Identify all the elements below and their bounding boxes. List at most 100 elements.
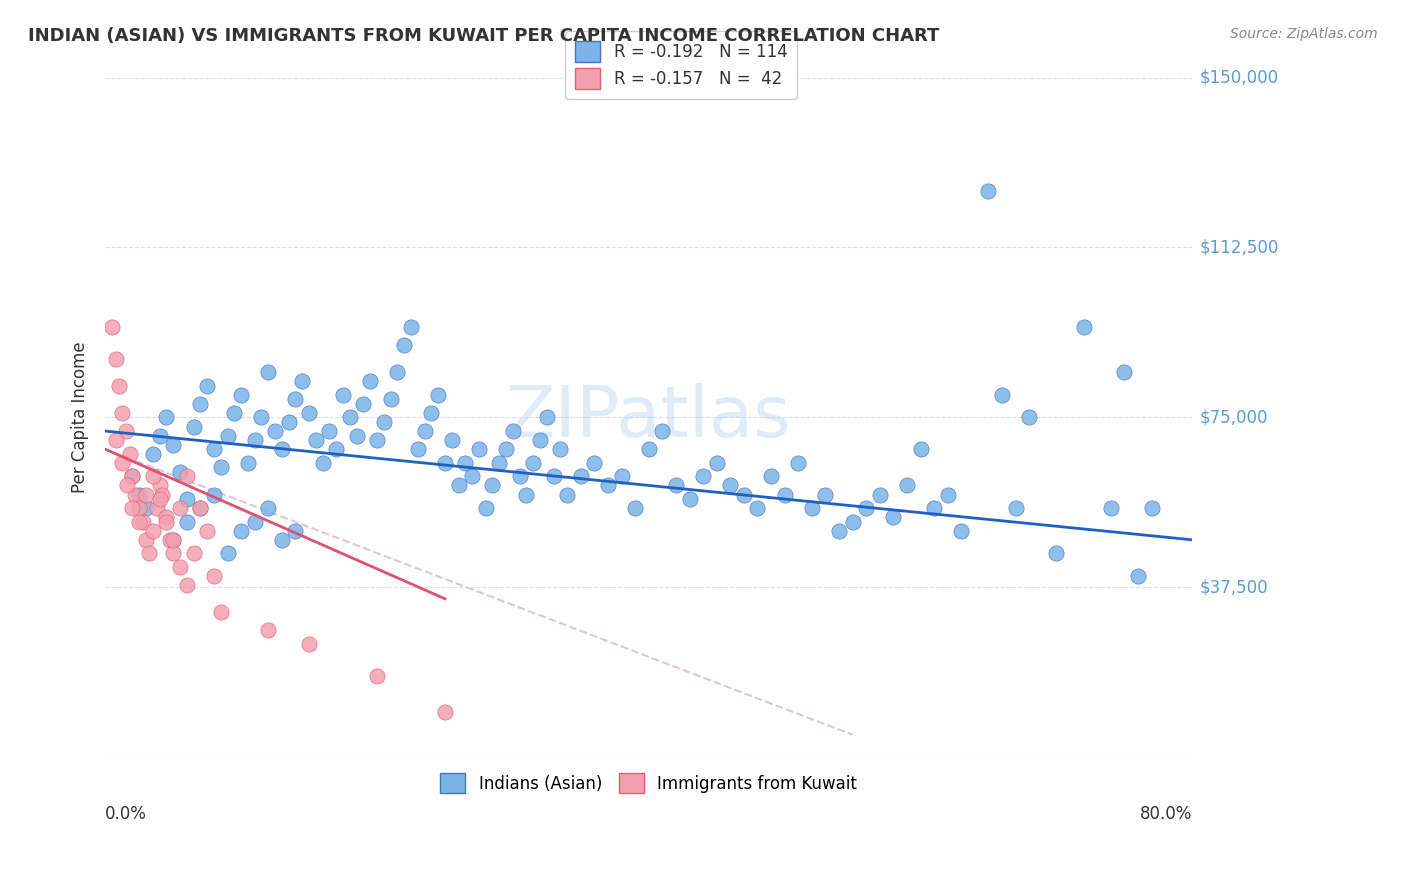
Point xyxy=(529,433,551,447)
Point xyxy=(110,406,132,420)
Point xyxy=(105,433,128,447)
Point xyxy=(420,406,443,420)
Point xyxy=(229,388,252,402)
Point xyxy=(209,460,232,475)
Point xyxy=(224,406,246,420)
Point xyxy=(706,456,728,470)
Point xyxy=(264,424,287,438)
Point xyxy=(236,456,259,470)
Point xyxy=(1004,501,1026,516)
Point xyxy=(468,442,491,457)
Point xyxy=(910,442,932,457)
Point xyxy=(359,374,381,388)
Point xyxy=(515,487,537,501)
Point xyxy=(373,415,395,429)
Point xyxy=(366,669,388,683)
Point xyxy=(509,469,531,483)
Point xyxy=(413,424,436,438)
Point xyxy=(169,501,191,516)
Point xyxy=(195,524,218,538)
Point xyxy=(474,501,496,516)
Point xyxy=(142,447,165,461)
Point xyxy=(1018,410,1040,425)
Point xyxy=(291,374,314,388)
Point xyxy=(162,546,184,560)
Point xyxy=(936,487,959,501)
Point xyxy=(128,515,150,529)
Text: $112,500: $112,500 xyxy=(1199,238,1278,257)
Point xyxy=(787,456,810,470)
Point xyxy=(692,469,714,483)
Point xyxy=(583,456,606,470)
Point xyxy=(176,469,198,483)
Point xyxy=(569,469,592,483)
Text: 80.0%: 80.0% xyxy=(1140,805,1192,823)
Point xyxy=(105,351,128,366)
Point xyxy=(624,501,647,516)
Point xyxy=(148,491,170,506)
Point xyxy=(209,606,232,620)
Point xyxy=(828,524,851,538)
Point xyxy=(800,501,823,516)
Point xyxy=(243,433,266,447)
Point xyxy=(121,501,143,516)
Point xyxy=(159,533,181,547)
Point xyxy=(550,442,572,457)
Point xyxy=(155,510,177,524)
Point xyxy=(243,515,266,529)
Point xyxy=(1126,569,1149,583)
Point xyxy=(142,469,165,483)
Point xyxy=(121,469,143,483)
Point xyxy=(257,365,280,379)
Point xyxy=(447,478,470,492)
Point xyxy=(183,546,205,560)
Point xyxy=(148,428,170,442)
Point xyxy=(250,410,273,425)
Point xyxy=(305,433,328,447)
Point xyxy=(284,524,307,538)
Point xyxy=(1045,546,1067,560)
Point xyxy=(142,524,165,538)
Point xyxy=(188,501,211,516)
Point xyxy=(733,487,755,501)
Point xyxy=(339,410,361,425)
Point xyxy=(229,524,252,538)
Point xyxy=(162,533,184,547)
Point xyxy=(392,338,415,352)
Point xyxy=(814,487,837,501)
Point xyxy=(440,433,463,447)
Legend: Indians (Asian), Immigrants from Kuwait: Indians (Asian), Immigrants from Kuwait xyxy=(430,764,868,804)
Point xyxy=(195,378,218,392)
Text: $75,000: $75,000 xyxy=(1199,409,1268,426)
Point xyxy=(138,546,160,560)
Point xyxy=(318,424,340,438)
Point xyxy=(298,406,321,420)
Point xyxy=(596,478,619,492)
Point xyxy=(488,456,510,470)
Point xyxy=(991,388,1014,402)
Point xyxy=(678,491,700,506)
Point xyxy=(502,424,524,438)
Point xyxy=(841,515,863,529)
Point xyxy=(202,569,225,583)
Point xyxy=(855,501,877,516)
Point xyxy=(176,515,198,529)
Text: ZIPatlas: ZIPatlas xyxy=(506,383,792,452)
Point xyxy=(433,705,456,719)
Point xyxy=(284,392,307,407)
Point xyxy=(101,319,124,334)
Point xyxy=(481,478,503,492)
Point xyxy=(169,465,191,479)
Point xyxy=(132,515,155,529)
Point xyxy=(1073,319,1095,334)
Point xyxy=(107,378,129,392)
Point xyxy=(202,442,225,457)
Point xyxy=(124,487,146,501)
Point xyxy=(346,428,368,442)
Point xyxy=(162,533,184,547)
Point xyxy=(882,510,904,524)
Point xyxy=(380,392,402,407)
Point xyxy=(298,637,321,651)
Point xyxy=(1140,501,1163,516)
Point xyxy=(352,397,374,411)
